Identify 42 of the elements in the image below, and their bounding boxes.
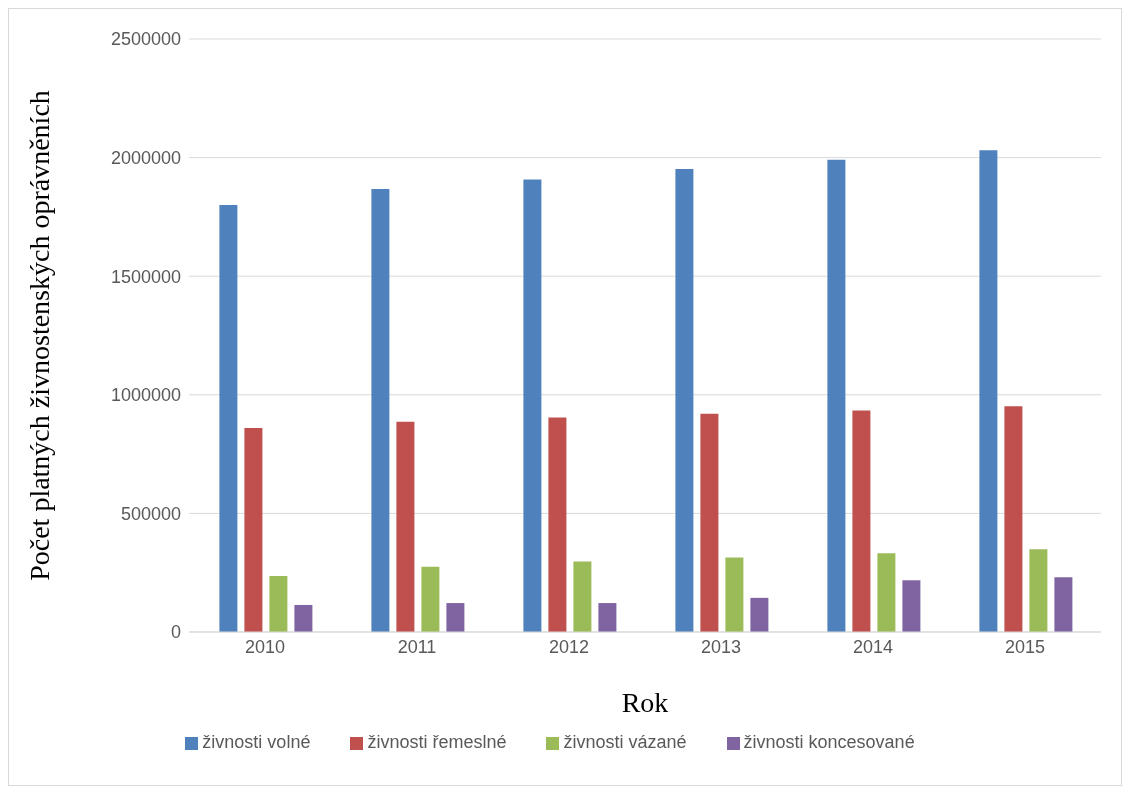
y-tick-label: 2500000	[110, 29, 181, 50]
bar	[523, 179, 542, 632]
legend-label: živnosti vázané	[563, 732, 687, 752]
x-tick-label: 2012	[548, 636, 590, 657]
bar	[446, 603, 465, 632]
x-tick-label: 2010	[244, 636, 286, 657]
bar	[548, 417, 567, 632]
y-axis-title: Počet platných živnostenských oprávněních	[23, 90, 55, 581]
x-tick-label: 2011	[397, 636, 437, 657]
bar	[598, 603, 617, 632]
legend-label: živnosti řemeslné	[367, 732, 507, 752]
bar	[827, 159, 846, 632]
bar	[1004, 406, 1023, 632]
bar	[244, 428, 263, 632]
y-tick-label: 500000	[120, 503, 181, 524]
bar	[269, 576, 288, 632]
bar	[219, 205, 238, 632]
bar	[750, 597, 769, 632]
x-axis-title: Rok	[621, 687, 669, 718]
y-tick-label: 1000000	[110, 385, 181, 406]
bar	[573, 561, 592, 632]
bar	[371, 188, 390, 632]
bar	[396, 421, 415, 632]
bar	[852, 410, 871, 632]
legend-label: živnosti volné	[202, 732, 311, 752]
bar	[979, 150, 998, 632]
bar	[421, 566, 440, 632]
bar	[725, 557, 744, 632]
bar	[902, 580, 921, 632]
bar	[675, 168, 694, 632]
x-tick-label: 2015	[1004, 636, 1046, 657]
bar	[877, 553, 896, 632]
y-tick-label: 2000000	[110, 147, 181, 168]
bar	[1029, 549, 1048, 632]
y-tick-label: 1500000	[110, 266, 181, 287]
bar	[1054, 577, 1073, 632]
bar	[294, 604, 313, 632]
y-tick-label: 0	[170, 622, 181, 643]
legend-label: živnosti koncesované	[743, 732, 915, 752]
x-tick-label: 2014	[852, 636, 894, 657]
x-tick-label: 2013	[700, 636, 742, 657]
bar	[700, 413, 719, 632]
